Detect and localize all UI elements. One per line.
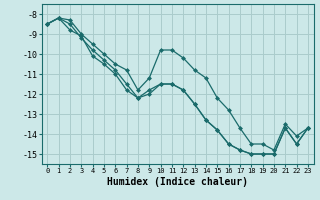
X-axis label: Humidex (Indice chaleur): Humidex (Indice chaleur) <box>107 177 248 187</box>
